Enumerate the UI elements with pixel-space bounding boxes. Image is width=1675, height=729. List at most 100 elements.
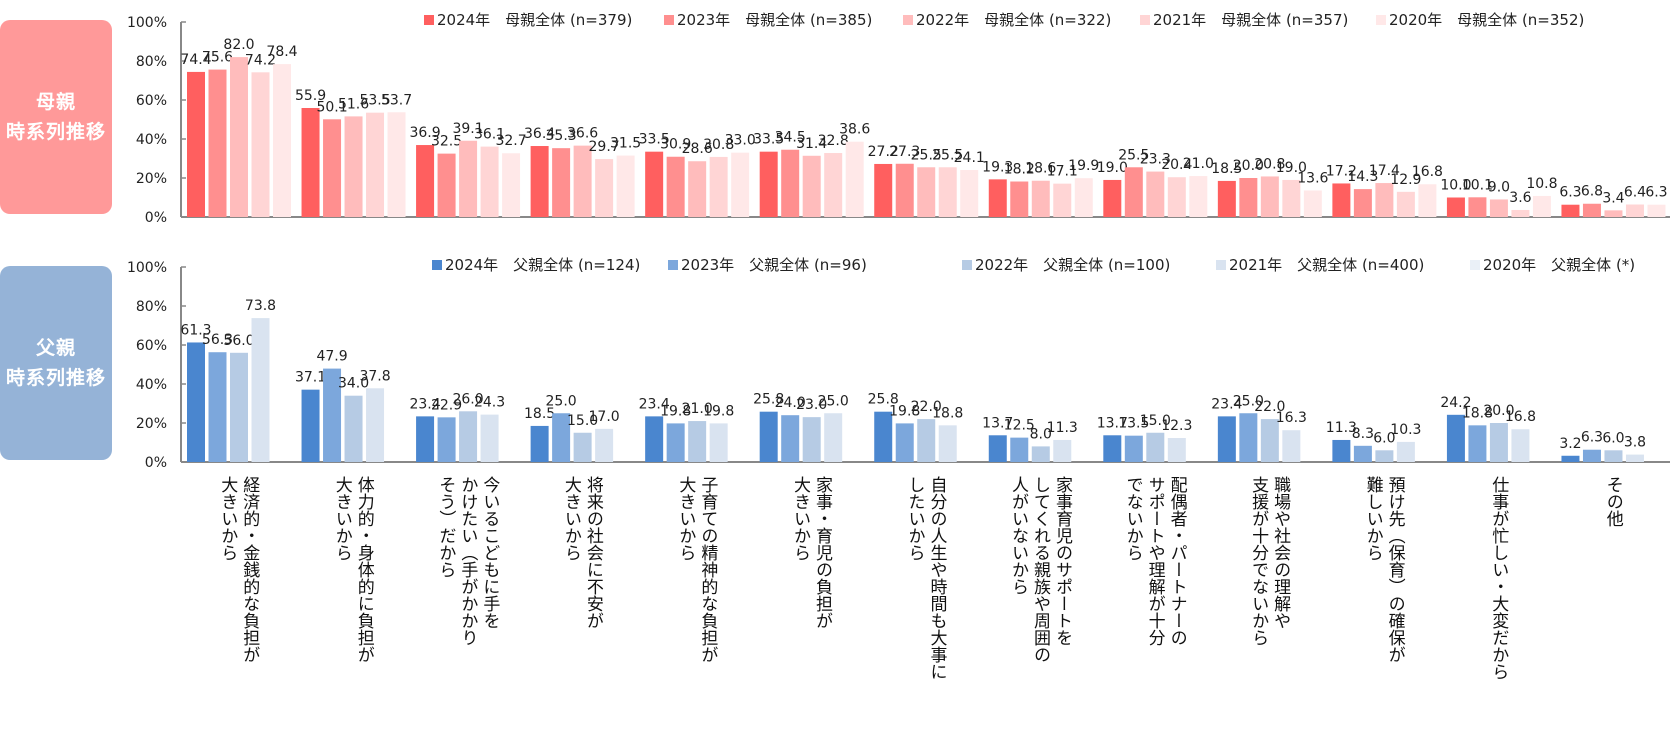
bar: [1375, 183, 1394, 217]
data-label: 56.3: [202, 332, 233, 348]
data-label: 6.0: [1602, 430, 1624, 446]
legend-swatch: [1376, 15, 1386, 25]
bar: [824, 153, 843, 217]
legend-swatch: [1470, 260, 1480, 270]
bar: [387, 112, 406, 217]
bar: [688, 161, 707, 217]
data-label: 22.9: [431, 397, 462, 413]
data-label: 3.8: [1624, 435, 1646, 451]
y-tick-label: 20%: [136, 416, 167, 432]
data-label: 6.0: [1373, 430, 1395, 446]
data-label: 13.7: [982, 415, 1013, 431]
bar: [666, 423, 685, 462]
data-label: 18.5: [524, 406, 555, 422]
y-tick-label: 0%: [145, 455, 167, 471]
bar: [1468, 197, 1487, 217]
bar: [1353, 189, 1372, 217]
bar: [1532, 195, 1551, 217]
data-label: 56.0: [223, 333, 254, 349]
data-label: 6.3: [1559, 185, 1581, 201]
data-label: 18.2: [1004, 162, 1035, 178]
y-tick-label: 80%: [136, 54, 167, 70]
category-label: 今いるこどもに手を かけたい（手がかかり そう）だから: [435, 476, 500, 646]
bar: [344, 395, 363, 462]
data-label: 27.3: [889, 144, 920, 160]
data-label: 31.4: [796, 136, 827, 152]
data-label: 9.0: [1488, 179, 1510, 195]
y-tick-label: 60%: [136, 93, 167, 109]
data-label: 33.5: [639, 132, 670, 148]
y-tick-label: 100%: [127, 15, 167, 31]
data-label: 22.0: [1254, 399, 1285, 415]
bar: [1282, 179, 1301, 217]
data-label: 17.0: [589, 409, 620, 425]
data-label: 11.3: [1326, 420, 1357, 436]
data-label: 6.4: [1624, 185, 1646, 201]
category-label: 仕事が忙しい・大変だから: [1488, 476, 1509, 680]
bar: [1375, 450, 1394, 462]
data-label: 10.0: [1440, 178, 1471, 194]
bar: [1124, 167, 1143, 217]
data-label: 19.8: [660, 403, 691, 419]
bar: [824, 413, 843, 462]
legend-swatch: [664, 15, 674, 25]
legend-label: 2021年 父親全体 (n=400): [1229, 256, 1424, 274]
data-label: 11.3: [1047, 420, 1078, 436]
y-tick-label: 20%: [136, 171, 167, 187]
data-label: 14.3: [1347, 169, 1378, 185]
data-label: 75.6: [202, 50, 233, 66]
data-label: 74.2: [245, 52, 276, 68]
data-label: 19.0: [1276, 160, 1307, 176]
category-label: 体力的・身体的に負担が 大きいから: [331, 476, 374, 663]
data-label: 3.4: [1602, 190, 1624, 206]
bar: [759, 151, 778, 217]
data-label: 36.1: [474, 127, 505, 143]
bar: [595, 428, 614, 462]
data-label: 16.8: [1505, 409, 1536, 425]
legend-swatch: [424, 15, 434, 25]
data-label: 3.6: [1509, 190, 1531, 206]
data-label: 13.5: [1118, 416, 1149, 432]
data-label: 19.9: [1068, 158, 1099, 174]
bar: [917, 419, 936, 462]
bar: [301, 107, 320, 217]
data-label: 17.1: [1047, 164, 1078, 180]
data-label: 28.6: [682, 141, 713, 157]
bar: [1511, 209, 1530, 217]
data-label: 16.3: [1276, 410, 1307, 426]
bar: [709, 156, 728, 217]
legend-label: 2024年 父親全体 (n=124): [445, 256, 640, 274]
bar: [759, 411, 778, 462]
bar: [530, 425, 549, 462]
data-label: 61.3: [180, 322, 211, 338]
data-label: 32.8: [818, 133, 849, 149]
bar: [1103, 179, 1122, 217]
bar: [1446, 197, 1465, 217]
data-label: 74.4: [180, 52, 211, 68]
data-label: 26.0: [452, 391, 483, 407]
bar: [437, 417, 456, 462]
bar: [552, 148, 571, 217]
data-label: 25.0: [1233, 393, 1264, 409]
bar: [301, 389, 320, 462]
bar: [1146, 171, 1165, 217]
data-label: 19.8: [889, 403, 920, 419]
bar: [1260, 419, 1279, 462]
data-label: 38.6: [839, 122, 870, 138]
legend-swatch: [962, 260, 972, 270]
bar: [1167, 177, 1186, 217]
legend-swatch: [903, 15, 913, 25]
legend-swatch: [668, 260, 678, 270]
data-label: 24.1: [954, 150, 985, 166]
data-label: 34.0: [338, 376, 369, 392]
bar: [1561, 204, 1580, 217]
category-label: 子育ての精神的な負担が 大きいから: [675, 476, 718, 663]
data-label: 25.8: [868, 392, 899, 408]
data-label: 24.2: [1440, 395, 1471, 411]
bar: [938, 167, 957, 217]
data-label: 6.8: [1581, 184, 1603, 200]
bar: [1561, 455, 1580, 462]
bar: [1124, 435, 1143, 462]
data-label: 18.8: [1462, 405, 1493, 421]
bar: [366, 112, 385, 217]
